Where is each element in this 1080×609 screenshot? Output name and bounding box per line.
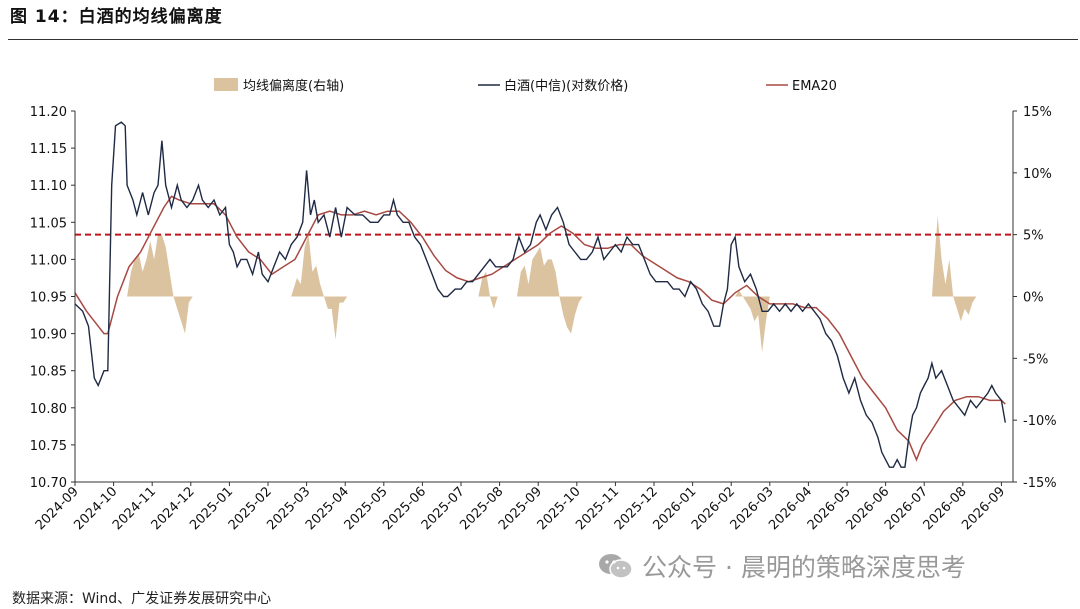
deviation-area <box>735 290 770 353</box>
left-tick-label: 11.15 <box>30 142 67 157</box>
right-tick-label: 15% <box>1023 105 1052 120</box>
deviation-area <box>516 247 583 334</box>
left-tick-label: 11.10 <box>30 179 67 194</box>
chart-legend: 均线偏离度(右轴) 白酒(中信)(对数价格) EMA20 <box>214 78 837 94</box>
left-tick-label: 10.80 <box>30 402 67 417</box>
right-tick-label: 0% <box>1023 291 1044 306</box>
x-tick-label: 2026-09 <box>959 484 1008 533</box>
deviation-area <box>478 271 498 309</box>
legend-swatch-deviation <box>214 78 238 91</box>
deviation-area-layer <box>127 216 977 353</box>
legend-label-price: 白酒(中信)(对数价格) <box>504 78 628 94</box>
price-line <box>74 121 1006 468</box>
right-tick-label: -10% <box>1023 414 1057 429</box>
wechat-icon <box>599 554 633 579</box>
watermark-text: 公众号 · 晨明的策略深度思考 <box>642 553 966 582</box>
left-tick-label: 11.20 <box>30 105 67 120</box>
deviation-area <box>931 216 977 322</box>
right-tick-label: 10% <box>1023 167 1052 182</box>
legend-label-ema: EMA20 <box>792 79 837 94</box>
legend-label-deviation: 均线偏离度(右轴) <box>243 78 344 94</box>
right-tick-label: -15% <box>1023 476 1057 491</box>
right-tick-label: 5% <box>1023 229 1044 244</box>
title-divider <box>8 39 1078 40</box>
deviation-area <box>291 234 348 340</box>
left-tick-label: 10.75 <box>30 439 67 454</box>
left-tick-label: 10.85 <box>30 365 67 380</box>
left-tick-label: 10.70 <box>30 476 67 491</box>
ema20-line <box>74 195 1006 462</box>
source-note: 数据来源：Wind、广发证券发展研究中心 <box>12 591 272 607</box>
left-tick-label: 10.95 <box>30 291 67 306</box>
right-tick-label: -5% <box>1023 352 1048 367</box>
watermark: 公众号 · 晨明的策略深度思考 <box>598 548 966 584</box>
left-tick-label: 10.90 <box>30 328 67 343</box>
figure-title: 图 14：白酒的均线偏离度 <box>10 7 223 27</box>
deviation-area <box>127 234 193 334</box>
left-tick-label: 11.00 <box>30 253 67 268</box>
left-tick-label: 11.05 <box>30 216 67 231</box>
